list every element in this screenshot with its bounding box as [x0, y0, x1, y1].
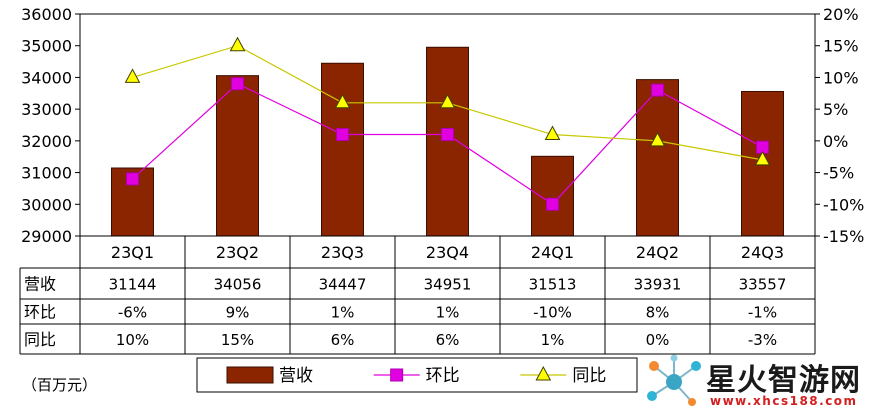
table-cell: 33557: [739, 276, 787, 294]
left-tick-label: 36000: [21, 5, 72, 24]
watermark-logo: 星火智游网 www.xhcs188.com: [640, 350, 887, 412]
table-cell: 33931: [634, 276, 682, 294]
table-cell: -1%: [748, 304, 777, 322]
left-tick-label: 34000: [21, 68, 72, 87]
right-tick-label: -10%: [823, 195, 864, 214]
yoy-point: [229, 36, 246, 52]
right-tick-label: -5%: [823, 164, 854, 183]
left-tick-label: 30000: [21, 195, 72, 214]
right-tick-label: 20%: [823, 5, 859, 24]
table-cell: 9%: [226, 304, 250, 322]
category-label: 23Q4: [426, 243, 469, 262]
legend-label: 营收: [279, 366, 313, 386]
category-label: 24Q2: [636, 243, 679, 262]
table-cell: 10%: [116, 331, 149, 349]
left-tick-label: 31000: [21, 164, 72, 183]
yoy-point: [544, 125, 561, 141]
category-label: 23Q1: [111, 243, 154, 262]
table-cell: 34447: [319, 276, 367, 294]
legend-marker: [390, 368, 404, 382]
watermark-text: 星火智游网: [706, 363, 861, 398]
table-cell: -6%: [118, 304, 147, 322]
right-tick-label: 5%: [823, 100, 848, 119]
yoy-point: [754, 150, 771, 166]
qoq-point: [231, 77, 244, 91]
table-cell: 31513: [529, 276, 577, 294]
left-tick-label: 33000: [21, 100, 72, 119]
qoq-point: [651, 83, 664, 97]
yoy-point: [439, 93, 456, 109]
left-tick-label: 32000: [21, 132, 72, 151]
qoq-point: [546, 197, 559, 211]
network-icon: [647, 354, 701, 406]
table-cell: -3%: [748, 331, 777, 349]
category-label: 24Q1: [531, 243, 574, 262]
yoy-point: [124, 68, 141, 83]
table-cell: 8%: [646, 304, 670, 322]
unit-label: （百万元）: [22, 376, 98, 394]
category-label: 24Q3: [741, 243, 784, 262]
table-cell: 1%: [436, 304, 460, 322]
yoy-point: [649, 131, 666, 147]
table-row-label: 营收: [24, 275, 56, 294]
table-cell: 34056: [214, 276, 262, 294]
table-cell: 0%: [646, 331, 670, 349]
table-cell: 15%: [221, 331, 254, 349]
revenue-bar: [426, 46, 469, 237]
right-tick-label: 10%: [823, 68, 859, 87]
revenue-bar: [216, 75, 259, 237]
yoy-point: [334, 93, 351, 109]
revenue-bar: [636, 79, 679, 237]
legend-label: 环比: [426, 366, 460, 386]
left-tick-label: 29000: [21, 227, 72, 246]
table-cell: 6%: [331, 331, 355, 349]
qoq-point: [126, 172, 139, 186]
table-cell: 6%: [436, 331, 460, 349]
table-cell: 31144: [109, 276, 157, 294]
table-row-label: 同比: [24, 330, 56, 349]
right-tick-label: 15%: [823, 37, 859, 56]
category-label: 23Q2: [216, 243, 259, 262]
qoq-point: [336, 128, 349, 142]
right-tick-label: -15%: [823, 227, 864, 246]
watermark-url: www.xhcs188.com: [710, 394, 858, 408]
legend-label: 同比: [572, 366, 606, 386]
table-cell: 1%: [331, 304, 355, 322]
legend-swatch-bar: [226, 366, 274, 384]
left-tick-label: 35000: [21, 37, 72, 56]
legend-marker: [535, 365, 552, 381]
right-tick-label: 0%: [823, 132, 848, 151]
table-cell: -10%: [533, 304, 572, 322]
table-cell: 1%: [541, 331, 565, 349]
qoq-point: [441, 128, 454, 142]
table-row-label: 环比: [24, 303, 56, 322]
revenue-bar: [531, 155, 574, 237]
revenue-bar: [321, 62, 364, 237]
table-cell: 34951: [424, 276, 472, 294]
category-label: 23Q3: [321, 243, 364, 262]
